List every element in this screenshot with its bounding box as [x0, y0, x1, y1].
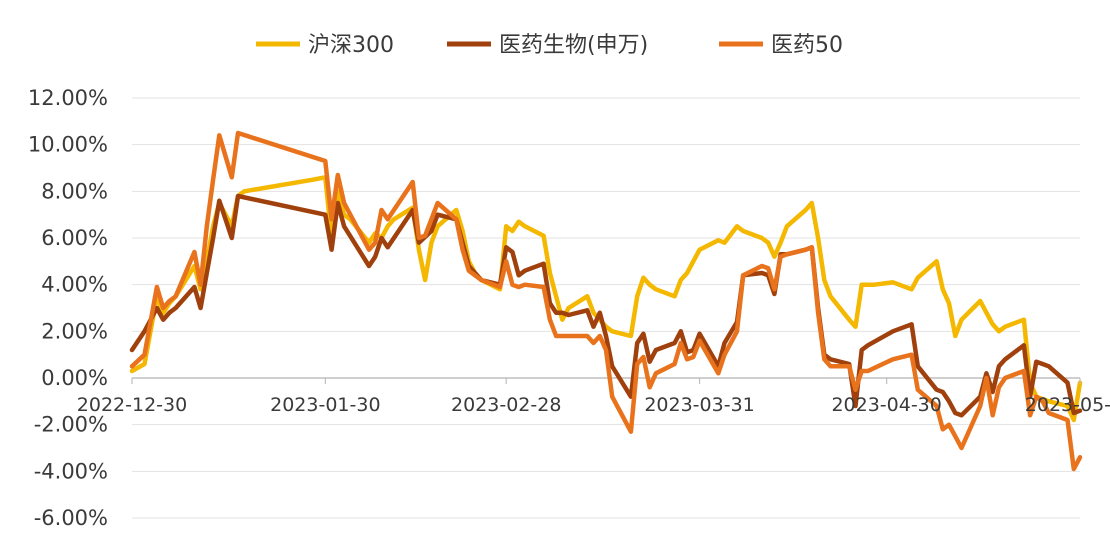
x-tick-label: 2023-05-31	[1025, 394, 1110, 416]
y-tick-label: -4.00%	[34, 459, 108, 483]
series-lines	[129, 130, 1083, 472]
y-tick-label: 2.00%	[41, 319, 108, 343]
legend-label: 沪深300	[308, 33, 394, 58]
x-tick-label: 2022-12-30	[77, 394, 187, 416]
legend: 沪深300 医药生物(申万) 医药50	[256, 33, 843, 58]
series-line-1	[129, 193, 1083, 418]
gridlines	[132, 97, 1080, 519]
y-tick-label: 8.00%	[41, 179, 108, 203]
legend-label: 医药50	[771, 33, 843, 58]
x-tick-label: 2023-03-31	[644, 394, 754, 416]
y-tick-label: -2.00%	[34, 413, 108, 437]
y-tick-label: 4.00%	[41, 273, 108, 297]
y-tick-label: 12.00%	[28, 86, 108, 110]
y-axis: 12.00% 10.00% 8.00% 6.00% 4.00% 2.00% 0.00% -2.…	[28, 86, 108, 530]
y-tick-label: -6.00%	[34, 506, 108, 530]
x-axis: 2022-12-30 2023-01-30 2023-02-28 2023-03-31…	[77, 378, 1110, 416]
x-tick-label: 2023-01-30	[270, 394, 380, 416]
legend-label: 医药生物(申万)	[499, 33, 648, 58]
x-tick-label: 2023-02-28	[451, 394, 561, 416]
series-line-2	[129, 130, 1083, 472]
y-tick-label: 6.00%	[41, 226, 108, 250]
series-line-0	[129, 175, 1083, 423]
x-tick-label: 2023-04-30	[831, 394, 941, 416]
y-tick-label: 10.00%	[28, 133, 108, 157]
y-tick-label: 0.00%	[41, 366, 108, 390]
